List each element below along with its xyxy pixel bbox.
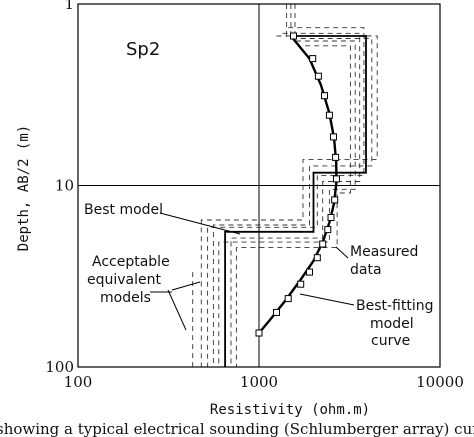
equivalent-model-2 [230, 32, 361, 367]
leader-acceptable-b [167, 289, 187, 331]
annotation-acceptable-line3: models [100, 290, 151, 306]
leader-measured [335, 246, 349, 259]
best-fit-group [258, 35, 338, 334]
measured-point-13 [313, 254, 321, 262]
annotation-measured-line2: data [350, 262, 382, 278]
measured-point-9 [331, 196, 339, 204]
leader-best-model [159, 212, 241, 235]
plot-frame [77, 3, 441, 368]
leader-acceptable-c [171, 281, 201, 291]
measured-data-group [255, 32, 340, 337]
x-tick-label-100: 100 [64, 373, 93, 391]
best-model-line [224, 35, 367, 367]
annotations: Best model Acceptable equivalent models … [84, 202, 434, 349]
measured-point-2 [309, 55, 317, 63]
measured-point-10 [327, 214, 335, 221]
equivalent-model-6 [235, 45, 351, 367]
measured-point-3 [314, 72, 322, 80]
best-fit-curve [258, 35, 338, 334]
measured-point-17 [273, 308, 280, 316]
measured-point-6 [330, 133, 337, 141]
equivalent-model-4 [200, 35, 378, 367]
annotation-bestfit-line2: model [370, 316, 414, 332]
x-axis-label: Resistivity (ohm.m) [210, 402, 370, 418]
measured-point-8 [333, 175, 340, 183]
measured-point-15 [297, 280, 305, 288]
tick-labels: 100 1000 10000 1 10 100 [45, 0, 464, 391]
y-tick-label-10: 10 [55, 177, 74, 195]
measured-point-18 [255, 329, 263, 337]
measured-point-11 [324, 226, 332, 234]
panel-label: Sp2 [126, 39, 160, 60]
measured-point-14 [306, 268, 313, 276]
y-tick-label-100: 100 [45, 358, 74, 376]
equivalent-models-group [192, 4, 378, 367]
annotation-bestfit-line3: curve [371, 333, 410, 349]
grid-lines [78, 4, 440, 367]
figure-caption: showing a typical electrical sounding (S… [0, 420, 474, 437]
best-model-group [224, 35, 367, 367]
leader-bestfit [299, 293, 355, 306]
annotation-acceptable-line1: Acceptable [92, 254, 170, 270]
equivalent-model-1 [212, 38, 373, 367]
annotation-bestfit-line1: Best-fitting [356, 298, 434, 314]
annotation-acceptable-line2: equivalent [87, 272, 162, 288]
annotation-measured-line1: Measured [350, 244, 418, 260]
y-axis-label: Depth, AB/2 (m) [16, 125, 32, 251]
measured-point-4 [321, 92, 328, 100]
measured-point-7 [332, 153, 340, 161]
x-tick-label-1000: 1000 [240, 373, 278, 391]
measured-point-5 [325, 111, 333, 119]
y-tick-label-1: 1 [64, 0, 74, 13]
x-tick-label-10000: 10000 [416, 373, 464, 391]
equivalent-model-3 [218, 40, 356, 367]
measured-point-1 [290, 32, 297, 40]
annotation-best-model: Best model [84, 202, 163, 218]
measured-point-12 [319, 240, 327, 248]
measured-point-16 [284, 295, 292, 303]
equivalent-model-5 [207, 27, 365, 367]
